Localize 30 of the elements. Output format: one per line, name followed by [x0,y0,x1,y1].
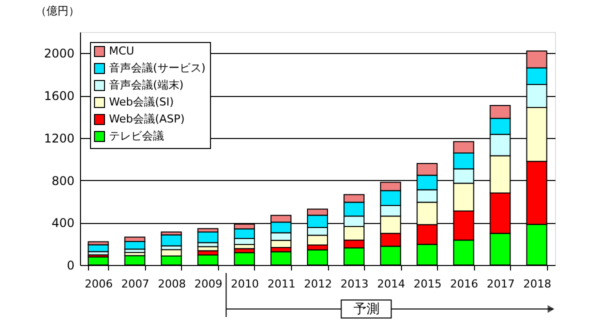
x-tick-label: 2012 [304,278,332,290]
legend-label: 音声会議(サービス) [109,62,206,74]
legend-label: Web会議(SI) [109,96,174,108]
x-tick-label: 2007 [121,278,150,290]
bar [197,231,218,244]
y-tick-label: 2000 [44,46,74,61]
x-tick-label: 2009 [194,278,222,290]
x-tick-label: 2008 [158,278,186,290]
x-tick-label: 2015 [414,278,442,290]
y-axis-title: （億円） [36,4,80,18]
y-tick-label: 800 [52,174,74,188]
y-tick-label: 1200 [44,131,74,146]
y-tick-label: 1600 [44,89,74,104]
legend-label: テレビ会議 [109,130,164,142]
y-tick-label: 0 [66,258,74,272]
x-tick-label: 2016 [450,278,478,290]
x-tick-label: 2018 [523,278,552,290]
legend-label: Web会議(ASP) [109,112,185,126]
x-tick-label: 2017 [486,278,515,290]
text: 予測 [353,302,380,317]
x-tick-label: 2013 [340,278,369,290]
legend-label: 音声会議(端末) [109,78,184,92]
x-tick-label: 2011 [267,278,296,290]
x-tick-label: 2014 [377,278,406,290]
bar [307,249,328,266]
y-tick-label: 400 [52,216,74,230]
legend-label: MCU [109,44,134,58]
x-tick-label: 2006 [84,278,113,290]
x-tick-label: 2010 [230,278,259,290]
bar [160,234,182,246]
